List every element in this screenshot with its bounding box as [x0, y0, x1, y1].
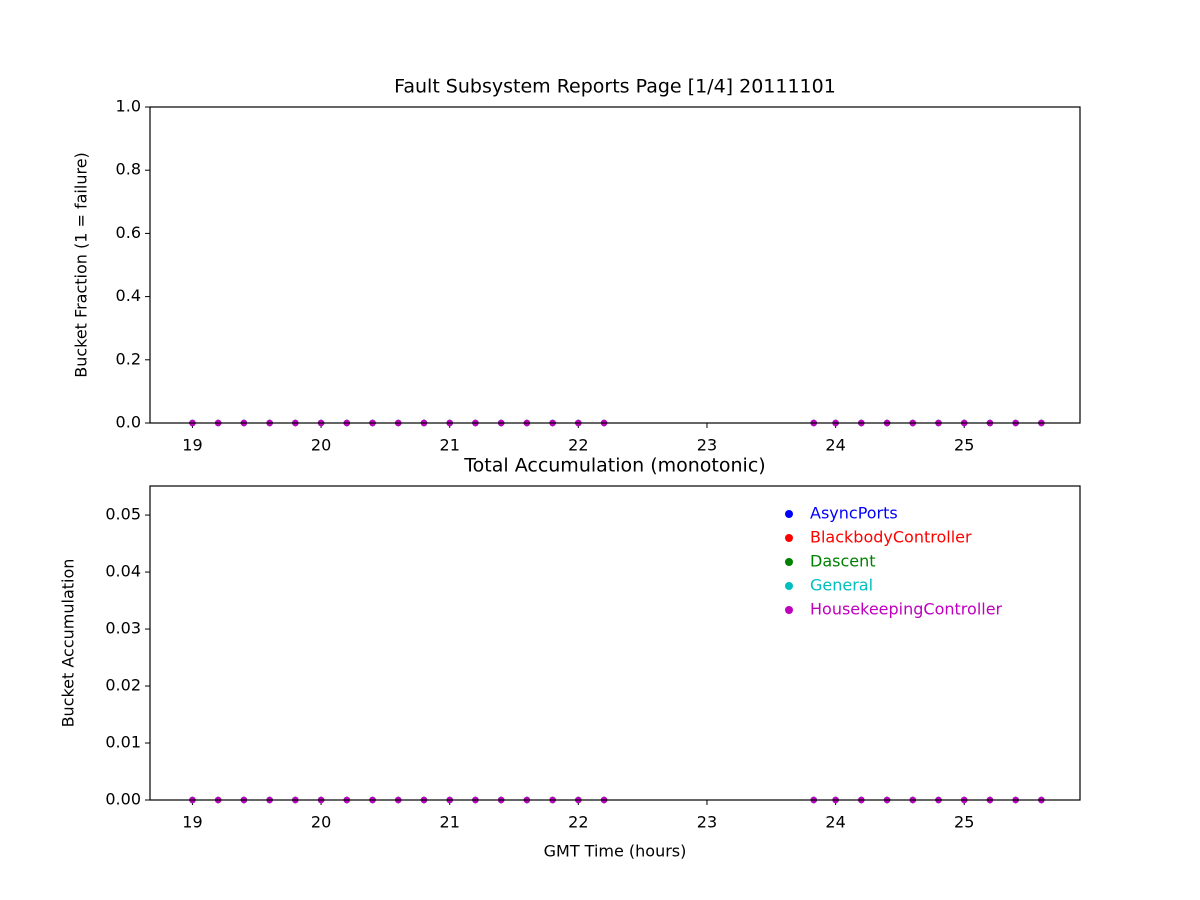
y-tick-label: 0.03: [105, 619, 141, 638]
y-tick-label: 0.0: [116, 413, 141, 432]
chart-title: Fault Subsystem Reports Page [1/4] 20111…: [394, 76, 836, 98]
legend-label: BlackbodyController: [810, 528, 972, 547]
x-tick-label: 24: [825, 813, 845, 832]
plot-area: [150, 486, 1080, 800]
x-tick-label: 25: [954, 813, 974, 832]
legend-marker: [785, 606, 793, 614]
x-tick-label: 22: [568, 813, 588, 832]
y-tick-label: 0.00: [105, 790, 141, 809]
y-tick-label: 1.0: [116, 97, 141, 116]
chart-title: Total Accumulation (monotonic): [463, 455, 765, 477]
plot-area: [150, 107, 1080, 423]
legend-marker: [785, 582, 793, 590]
x-tick-label: 19: [182, 813, 202, 832]
x-tick-label: 24: [825, 436, 845, 455]
y-tick-label: 0.01: [105, 733, 141, 752]
y-tick-label: 0.04: [105, 562, 141, 581]
plot-frame: [149, 106, 1081, 424]
legend-marker: [785, 534, 793, 542]
x-tick-label: 23: [697, 436, 717, 455]
x-tick-label: 25: [954, 436, 974, 455]
plot-frame: [149, 485, 1081, 801]
y-tick-label: 0.6: [116, 223, 141, 242]
x-tick-label: 20: [311, 436, 331, 455]
x-tick-label: 20: [311, 813, 331, 832]
legend-label: AsyncPorts: [810, 504, 898, 523]
legend-label: General: [810, 576, 873, 595]
y-tick-label: 0.4: [116, 286, 141, 305]
x-tick-label: 21: [440, 436, 460, 455]
y-tick-label: 0.05: [105, 505, 141, 524]
x-tick-label: 23: [697, 813, 717, 832]
y-tick-label: 0.02: [105, 676, 141, 695]
legend-marker: [785, 510, 793, 518]
y-axis-label: Bucket Fraction (1 = failure): [72, 152, 91, 378]
legend-marker: [785, 558, 793, 566]
legend-label: HousekeepingController: [810, 600, 1003, 619]
y-axis-label: Bucket Accumulation: [59, 559, 78, 728]
x-axis-label: GMT Time (hours): [544, 842, 687, 861]
x-tick-label: 22: [568, 436, 588, 455]
x-tick-label: 21: [440, 813, 460, 832]
x-tick-label: 19: [182, 436, 202, 455]
y-tick-label: 0.8: [116, 160, 141, 179]
legend-label: Dascent: [810, 552, 876, 571]
y-tick-label: 0.2: [116, 349, 141, 368]
